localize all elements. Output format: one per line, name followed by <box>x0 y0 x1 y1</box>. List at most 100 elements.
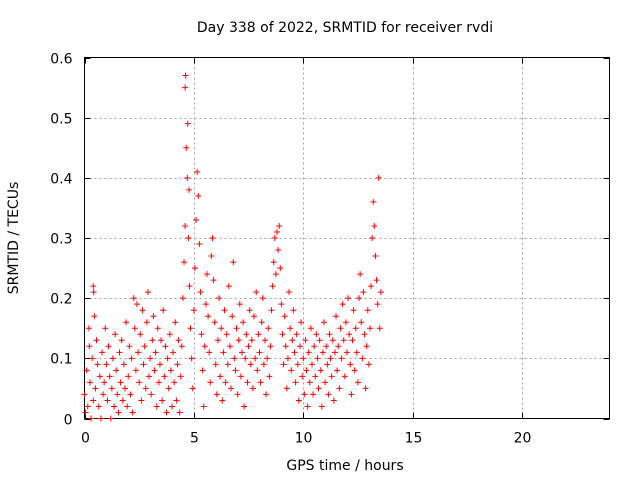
data-point <box>217 373 224 380</box>
data-point <box>249 385 256 392</box>
data-point <box>106 373 113 380</box>
data-point <box>182 84 189 91</box>
data-point <box>179 295 186 302</box>
data-point <box>354 379 361 386</box>
data-point <box>209 235 216 241</box>
data-point <box>102 325 109 332</box>
y-tick-label: 0.5 <box>50 112 72 128</box>
data-point <box>266 373 273 380</box>
data-point <box>86 343 93 350</box>
data-point <box>176 409 183 416</box>
y-tick-label: 0.2 <box>50 292 72 308</box>
data-point <box>375 174 382 181</box>
data-point <box>101 379 108 386</box>
data-point <box>351 367 358 374</box>
data-point <box>256 349 263 356</box>
data-point <box>235 337 242 344</box>
data-point <box>131 325 138 332</box>
data-point <box>318 403 325 410</box>
data-point <box>278 301 285 308</box>
data-point <box>307 325 314 332</box>
data-point <box>271 235 278 241</box>
data-point <box>135 349 142 356</box>
data-point <box>338 355 345 362</box>
data-point <box>259 295 266 302</box>
data-point <box>174 361 181 368</box>
data-points <box>81 72 384 422</box>
data-point <box>107 415 114 422</box>
data-point <box>329 337 336 344</box>
data-point <box>146 373 153 380</box>
data-point <box>225 283 232 290</box>
data-point <box>300 355 307 362</box>
data-point <box>167 367 174 374</box>
data-point <box>275 247 282 254</box>
data-point <box>163 409 170 416</box>
data-point <box>323 343 330 350</box>
x-tick-label: 5 <box>190 431 199 447</box>
y-axis-label: SRMTID / TECUs <box>6 182 22 295</box>
data-point <box>137 331 144 338</box>
data-point <box>94 361 101 368</box>
data-point <box>182 222 189 229</box>
data-point <box>221 307 228 314</box>
data-point <box>312 373 319 380</box>
data-point <box>350 307 357 314</box>
data-point <box>251 313 258 320</box>
data-point <box>140 361 147 368</box>
data-point <box>258 319 265 326</box>
data-point <box>105 343 112 350</box>
data-point <box>342 319 349 326</box>
data-point <box>200 403 207 410</box>
y-tick-label: 0.3 <box>50 232 72 248</box>
data-point <box>373 277 380 284</box>
data-point <box>371 222 378 229</box>
data-point <box>178 343 185 350</box>
data-point <box>85 325 92 332</box>
data-point <box>377 289 384 296</box>
data-point <box>248 337 255 344</box>
data-point <box>336 385 343 392</box>
data-point <box>184 120 191 127</box>
data-point <box>132 367 139 374</box>
data-point <box>121 385 128 392</box>
data-point <box>279 331 286 338</box>
data-point <box>220 349 227 356</box>
data-point <box>148 391 155 398</box>
data-point <box>295 397 302 404</box>
data-point <box>330 397 337 404</box>
data-point <box>286 289 293 296</box>
data-point <box>333 313 340 320</box>
data-point <box>287 325 294 332</box>
data-point <box>372 253 379 260</box>
data-point <box>89 355 96 362</box>
data-point <box>334 367 341 374</box>
data-point <box>120 361 127 368</box>
data-point <box>181 259 188 266</box>
data-point <box>197 289 204 296</box>
data-point <box>199 367 206 374</box>
data-point <box>346 331 353 338</box>
data-point <box>207 379 214 386</box>
data-point <box>81 391 88 398</box>
data-point <box>368 283 375 290</box>
data-point <box>193 216 200 223</box>
grid-lines <box>84 57 610 419</box>
data-point <box>115 409 122 416</box>
data-point <box>298 319 305 326</box>
data-point <box>154 325 161 332</box>
data-point <box>325 391 332 398</box>
data-point <box>93 337 100 344</box>
data-point <box>97 415 104 422</box>
data-point <box>187 325 194 332</box>
data-point <box>335 343 342 350</box>
data-point <box>149 337 156 344</box>
data-point <box>195 192 202 199</box>
data-point <box>155 379 162 386</box>
data-point <box>255 331 262 338</box>
data-point <box>211 319 218 326</box>
data-point <box>216 295 223 302</box>
data-point <box>272 271 279 278</box>
data-point <box>245 343 252 350</box>
